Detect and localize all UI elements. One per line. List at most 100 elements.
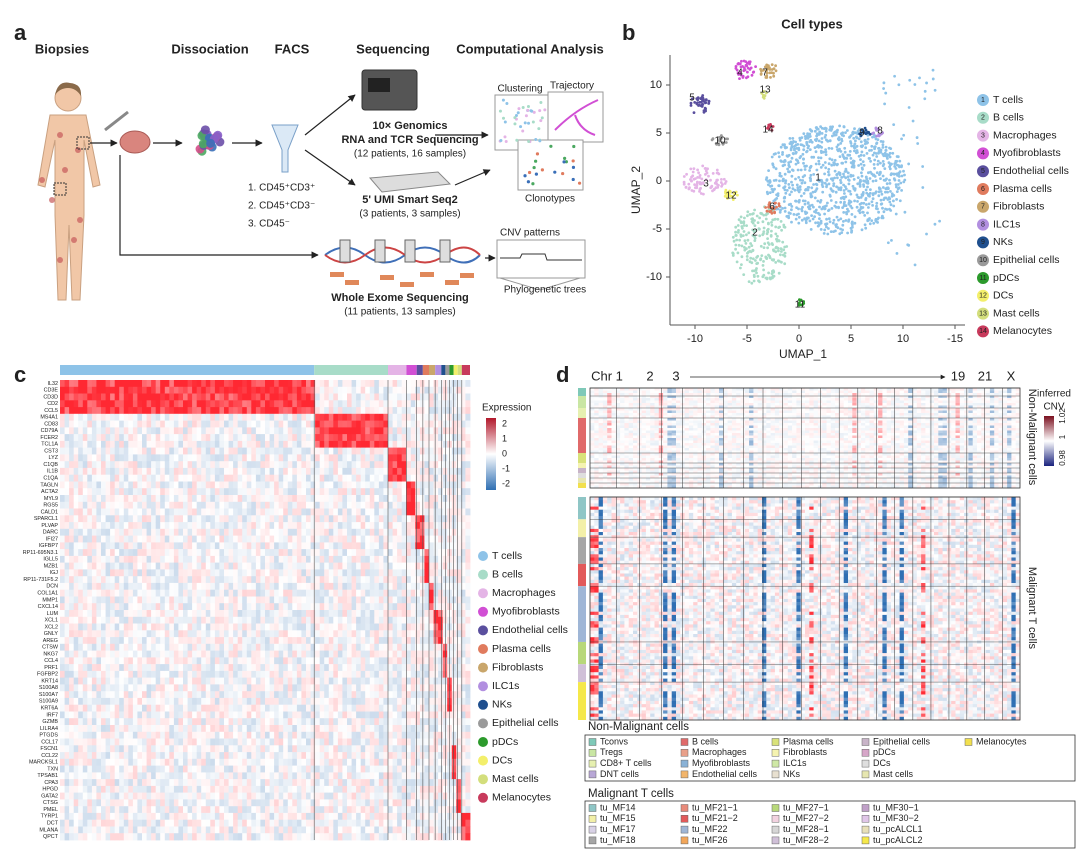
heatmap-cell: [265, 799, 270, 807]
umap-dot: [876, 163, 880, 166]
heatmap-cell: [192, 434, 198, 442]
heatmap-cell: [260, 467, 266, 476]
heatmap-cell: [205, 785, 211, 794]
heatmap-cell: [110, 535, 116, 543]
heatmap-cell: [128, 434, 134, 442]
heatmap-cell: [160, 535, 166, 543]
heatmap-cell: [187, 711, 193, 719]
heatmap-cell: [155, 555, 161, 564]
heatmap-cell: [214, 779, 220, 787]
umap-dot: [751, 221, 755, 225]
heatmap-cell: [169, 772, 175, 780]
heatmap-cell: [60, 704, 65, 712]
heatmap-cell: [69, 380, 75, 388]
umap-dot: [779, 174, 783, 178]
umap-dot: [747, 245, 751, 249]
heatmap-cell: [187, 657, 193, 665]
heatmap-cell: [187, 508, 193, 516]
heatmap-cell: [237, 434, 243, 442]
umap-dot: [828, 139, 832, 143]
heatmap-cell: [160, 420, 166, 428]
heatmap-cell: [169, 779, 175, 787]
heatmap-cell: [205, 738, 211, 746]
heatmap-cell: [73, 752, 79, 760]
heatmap-cell: [110, 407, 116, 415]
heatmap-cell: [255, 400, 261, 408]
umap-dot: [777, 226, 780, 230]
heatmap-cell: [87, 535, 93, 543]
umap-dot: [832, 184, 835, 188]
heatmap-cell: [114, 596, 120, 604]
heatmap-cell: [69, 542, 75, 550]
step-title: Sequencing: [356, 41, 430, 56]
heatmap-cell: [160, 501, 166, 509]
heatmap-cell: [201, 725, 207, 733]
heatmap-cell: [82, 643, 88, 651]
umap-dot: [754, 259, 757, 262]
heatmap-cell: [101, 711, 106, 719]
heatmap-cell: [114, 467, 120, 476]
heatmap-cell: [269, 731, 275, 739]
heatmap-cell: [82, 582, 88, 591]
heatmap-cell: [146, 765, 152, 773]
heatmap-cell: [60, 447, 65, 455]
heatmap-cell: [183, 772, 188, 780]
heatmap-cell: [128, 819, 134, 827]
heatmap-cell: [78, 697, 84, 706]
heatmap-cell: [205, 630, 211, 638]
umap-dot: [696, 96, 700, 100]
heatmap-cell: [178, 731, 184, 739]
heatmap-cell: [214, 718, 220, 726]
umap-dot: [852, 136, 856, 140]
mini-dot: [503, 135, 507, 139]
heatmap-cell: [205, 745, 211, 753]
heatmap-cell: [69, 413, 75, 421]
heatmap-cell: [78, 738, 84, 746]
heatmap-cell: [164, 833, 170, 841]
heatmap-cell: [137, 535, 143, 543]
heatmap-cell: [205, 474, 211, 482]
heatmap-cell: [260, 704, 266, 712]
heatmap-cell: [246, 812, 252, 821]
umap-dot: [846, 129, 849, 132]
umap-dot: [866, 133, 870, 137]
mini-dot: [526, 104, 530, 108]
heatmap-cell: [178, 467, 184, 476]
heatmap-cell: [219, 427, 225, 435]
heatmap-cell: [192, 386, 198, 394]
heatmap-cell: [183, 691, 188, 699]
umap-dot: [774, 178, 778, 182]
umap-dot: [900, 189, 903, 192]
heatmap-cell: [205, 616, 211, 624]
umap-dot: [860, 228, 864, 232]
umap-dot: [734, 230, 737, 234]
heatmap-cell: [169, 826, 175, 834]
heatmap-cell: [219, 772, 225, 780]
umap-dot: [763, 94, 767, 98]
heatmap-cell: [265, 440, 270, 449]
heatmap-cell: [60, 711, 65, 719]
heatmap-cell: [142, 785, 147, 794]
heatmap-cell: [224, 610, 229, 618]
heatmap-cell: [128, 745, 134, 753]
heatmap-cell: [151, 745, 157, 753]
heatmap-cell: [183, 616, 188, 624]
umap-dot: [743, 68, 747, 71]
heatmap-cell: [78, 637, 84, 645]
umap-dot: [748, 62, 751, 66]
heatmap-cell: [101, 616, 106, 624]
umap-dot: [907, 243, 911, 247]
heatmap-cell: [82, 596, 88, 604]
heatmap-cell: [69, 691, 75, 699]
heatmap-cell: [164, 650, 170, 658]
heatmap-cell: [146, 637, 152, 645]
heatmap-cell: [169, 650, 175, 658]
heatmap-cell: [228, 481, 234, 489]
umap-dot: [737, 218, 741, 222]
heatmap-cell: [233, 508, 239, 516]
heatmap-cell: [128, 420, 134, 428]
heatmap-cell: [142, 440, 147, 449]
heatmap-cell: [187, 528, 193, 536]
umap-dot: [891, 151, 895, 155]
